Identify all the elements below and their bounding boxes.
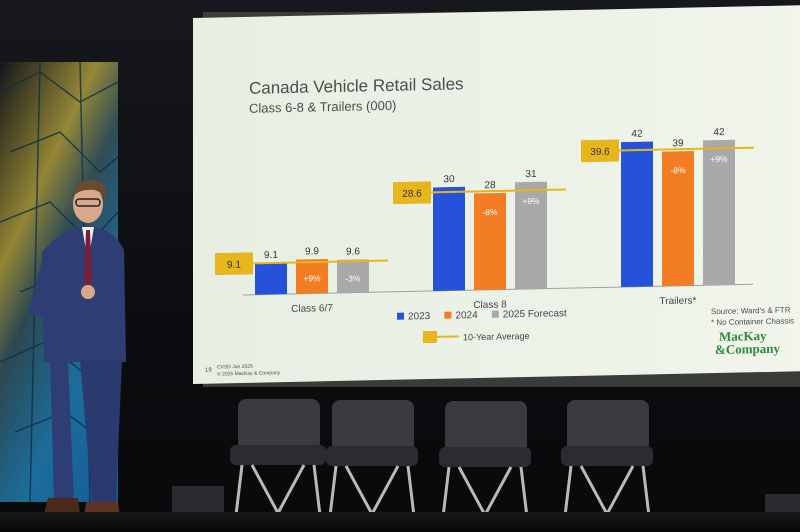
legend-swatch [491,310,499,318]
bar-2024-1 [474,192,506,291]
change-label: +9% [303,273,321,283]
ten-year-average-tag [393,181,431,205]
ten-year-average-line [253,259,388,265]
bar-value-label: 28 [484,180,496,191]
legend-swatch [397,312,404,320]
legend-label: 2024 [455,310,478,321]
bar-value-label: 30 [443,174,455,185]
presenter-figure [28,179,126,518]
bar-value-label: 42 [713,127,725,138]
change-label: +9% [710,154,728,164]
stage-chair-4 [561,400,653,517]
bar-value-label: 9.9 [305,246,319,257]
logo-text-2: &Company [715,340,781,358]
bar-2025-forecast-0 [337,259,369,293]
stage-chair-3 [439,401,531,518]
bar-value-label: 42 [631,129,643,140]
bar-value-label: 9.6 [346,246,360,257]
legend-label: 2025 Forecast [503,308,567,320]
footnote: * No Container Chassis [711,316,795,328]
ten-year-average-label: 28.6 [402,189,422,200]
change-label: -8% [670,165,686,175]
ten-year-average-tag [215,252,253,276]
bar-2023-1 [433,186,465,291]
category-label: Class 6/7 [291,303,333,315]
bar-value-label: 9.1 [264,250,278,261]
stage-floor [0,512,800,532]
bar-2023-0 [255,262,287,295]
page-number: 19 [205,367,212,374]
bar-value-label: 39 [672,138,684,149]
stage-monitor-speaker [172,486,224,514]
bar-2024-2 [662,150,694,287]
change-label: -8% [482,207,498,217]
ten-year-average-label: 9.1 [227,260,241,271]
legend-swatch [444,311,452,319]
stage-chair-2 [326,400,418,517]
source-note: Source: Ward's & FTR [711,305,791,317]
change-label: -3% [345,273,361,283]
stage-chair-1 [230,399,326,516]
category-label: Class 8 [473,299,507,311]
legend-average-label: 10-Year Average [463,331,530,342]
legend-label: 2023 [408,311,431,322]
legend-average-swatch [423,330,437,344]
footer-line-1: CVSD Jan 2025 [217,363,253,371]
ten-year-average-tag [581,139,619,163]
presentation-slide: Canada Vehicle Retail Sales Class 6-8 & … [193,5,800,385]
category-label: Trailers* [660,295,697,307]
ten-year-average-line [619,146,754,152]
bar-2025-forecast-1 [515,181,547,290]
ten-year-average-label: 39.6 [590,147,610,158]
ten-year-average-line [431,188,566,194]
bar-chart: 9.1 9.9 +9% 9.6 -3% 9.1 Class 6/7 30 28 -8% 31 +9% 2… [215,127,754,344]
change-label: +9% [522,196,540,206]
presenter [28,179,126,518]
bar-value-label: 31 [525,169,537,180]
bar-2025-forecast-2 [703,139,735,286]
bar-2024-0 [296,259,328,294]
bar-2023-2 [621,141,653,288]
